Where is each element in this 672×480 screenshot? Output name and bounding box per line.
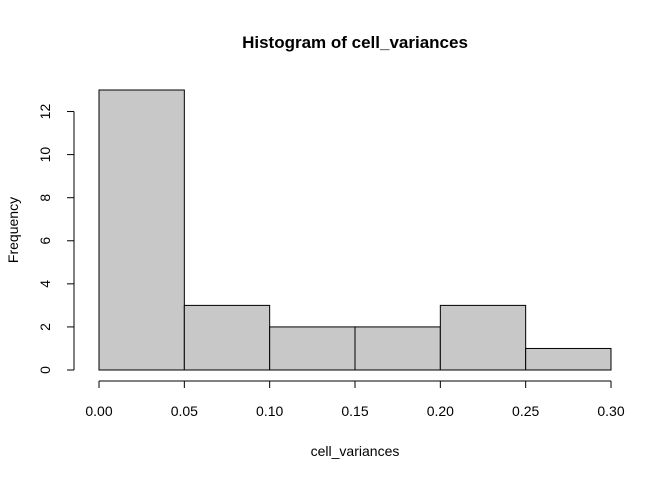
y-tick-label: 6: [37, 237, 53, 245]
y-tick-label: 8: [37, 194, 53, 202]
x-tick-label: 0.20: [427, 403, 454, 419]
y-axis: 0 2 4 6 8 10 12: [37, 104, 75, 374]
chart-title: Histogram of cell_variances: [242, 33, 468, 52]
x-tick-label: 0.15: [341, 403, 368, 419]
x-tick-label: 0.05: [171, 403, 198, 419]
x-axis: 0.00 0.05 0.10 0.15 0.20 0.25 0.30: [85, 380, 625, 419]
y-tick-label: 10: [37, 147, 53, 163]
y-tick-label: 2: [37, 323, 53, 331]
x-tick-label: 0.10: [256, 403, 283, 419]
x-axis-label: cell_variances: [311, 443, 400, 459]
histogram-bar-4: [439, 304, 527, 371]
histogram-bar-5: [525, 347, 612, 371]
x-tick-label: 0.25: [512, 403, 539, 419]
histogram-bars: [98, 89, 612, 371]
x-tick-label: 0.30: [597, 403, 624, 419]
histogram-bar-0: [98, 89, 185, 371]
histogram-bar-2: [269, 326, 356, 371]
y-tick-label: 4: [37, 280, 53, 288]
y-tick-label: 12: [37, 104, 53, 120]
y-axis-label: Frequency: [5, 197, 21, 263]
histogram-bar-1: [183, 304, 271, 371]
x-tick-label: 0.00: [85, 403, 112, 419]
histogram-bar-3: [354, 326, 441, 371]
y-tick-label: 0: [37, 366, 53, 374]
